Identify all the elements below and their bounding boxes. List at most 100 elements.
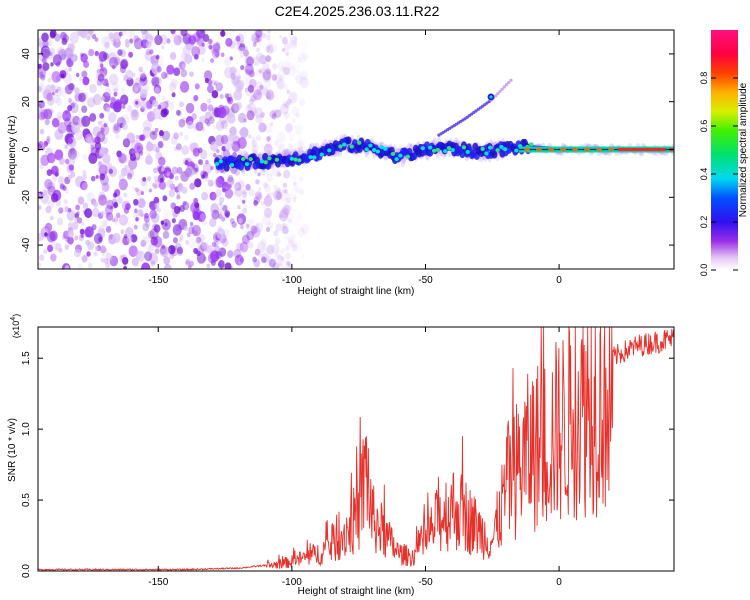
spectrogram-noise-blob: [98, 246, 102, 252]
spectrogram-noise-blob: [173, 34, 182, 46]
spectrogram-noise-blob: [220, 30, 226, 37]
spectrogram-track-highlight: [502, 147, 508, 152]
spectrogram-track-highlight: [218, 159, 223, 164]
spectrogram-track-highlight: [390, 151, 396, 156]
spectrogram-noise-blob: [299, 188, 305, 196]
spectrogram-noise-blob: [212, 152, 217, 158]
spectrogram-noise-blob: [42, 62, 50, 71]
spectrogram-noise-blob: [266, 55, 272, 63]
colorbar-label: Normalized spectral amplitude: [738, 82, 749, 217]
spectrogram-noise-blob: [38, 63, 42, 69]
spectrogram-noise-blob: [145, 148, 150, 155]
spectrogram-noise-blob: [105, 120, 109, 125]
spectrogram-noise-blob: [239, 257, 245, 263]
spectrogram-noise-blob: [86, 192, 95, 202]
spectrogram-noise-blob: [154, 127, 159, 133]
spectrogram-noise-blob: [86, 251, 91, 257]
spectrogram-track-peak: [584, 147, 591, 152]
spectrogram-noise-blob: [74, 130, 84, 141]
spectrogram-noise-blob: [273, 186, 281, 196]
spectrogram-x-label: Height of straight line (km): [298, 286, 415, 297]
spectrogram-noise-blob: [184, 239, 190, 246]
spectrogram-noise-blob: [42, 189, 48, 196]
spectrogram-noise-blob: [140, 88, 148, 99]
spectrogram-noise-blob: [88, 152, 98, 164]
spectrogram-track-highlight: [368, 143, 373, 148]
spectrogram-noise-blob: [265, 45, 271, 53]
spectrogram-noise-blob: [69, 102, 79, 114]
spectrogram-noise-blob: [108, 233, 114, 240]
spectrogram-noise-blob: [280, 247, 286, 254]
spectrogram-noise-blob: [80, 233, 84, 238]
spectrogram-noise-blob: [260, 67, 266, 75]
spectrogram-track: [214, 78, 674, 175]
spectrogram-noise-blob: [283, 83, 289, 91]
spectrogram-noise-blob: [176, 143, 182, 151]
spectrogram-noise-blob: [276, 188, 281, 194]
spectrogram-noise-blob: [239, 241, 249, 253]
spectrogram-noise-blob: [98, 236, 103, 242]
spectrogram-x-tick-label: -150: [148, 275, 168, 286]
spectrogram-track-highlight: [450, 147, 455, 152]
spectrogram-noise-blob: [277, 254, 283, 262]
spectrogram-noise-blob: [121, 122, 128, 131]
spectrogram-noise-blob: [83, 60, 90, 69]
spectrogram-noise-blob: [84, 208, 93, 219]
spectrogram-noise-blob: [106, 252, 113, 262]
spectrogram-noise-blob: [74, 212, 79, 218]
spectrogram-track-highlight: [461, 145, 467, 150]
spectrogram-noise-blob: [238, 130, 243, 135]
spectrogram-noise-blob: [245, 69, 250, 74]
spectrogram-noise-blob: [106, 199, 114, 210]
spectrogram-noise-blob: [215, 41, 221, 47]
spectrogram-noise-blob: [292, 126, 301, 137]
spectrogram-noise-blob: [280, 260, 290, 269]
spectrogram-noise-blob: [67, 148, 78, 160]
spectrogram-noise-blob: [114, 99, 122, 108]
spectrogram-noise-blob: [151, 182, 156, 187]
spectrogram-noise-blob: [106, 30, 111, 34]
spectrogram-noise-blob: [243, 118, 247, 123]
spectrogram-track-highlight: [514, 148, 519, 153]
spectrogram-noise-blob: [184, 168, 192, 178]
spectrogram-noise-blob: [156, 66, 162, 73]
spectrogram-noise-blob: [147, 243, 154, 252]
spectrogram-noise-blob: [206, 263, 211, 269]
spectrogram-track-highlight: [431, 148, 437, 153]
spectrogram-noise-blob: [122, 138, 131, 148]
spectrogram-noise-blob: [263, 207, 273, 218]
spectrogram-noise-blob: [257, 241, 267, 253]
spectrogram-noise-blob: [136, 188, 142, 197]
spectrogram-noise-blob: [40, 226, 50, 238]
spectrogram-noise-blob: [138, 198, 146, 209]
spectrogram-noise-blob: [42, 89, 51, 100]
spectrogram-track-highlight: [480, 146, 485, 151]
spectrogram-noise-blob: [153, 167, 158, 174]
spectrogram-noise-blob: [166, 248, 171, 253]
spectrogram-noise-blob: [188, 226, 195, 235]
spectrogram-noise-blob: [102, 52, 109, 60]
spectrogram-noise-blob: [147, 176, 152, 182]
spectrogram-noise-blob: [87, 262, 93, 269]
spectrogram-noise-blob: [113, 216, 119, 223]
spectrogram-noise-blob: [138, 66, 143, 73]
spectrogram-noise-blob: [113, 91, 118, 97]
spectrogram-noise-blob: [201, 241, 209, 252]
spectrogram-noise-blob: [166, 171, 171, 177]
spectrogram-noise-blob: [38, 262, 42, 268]
spectrogram-noise-blob: [122, 154, 130, 163]
spectrogram-noise-blob: [38, 232, 44, 242]
spectrogram-noise-blob: [275, 223, 282, 232]
spectrogram-noise-blob: [104, 182, 112, 192]
spectrogram-noise-blob: [273, 30, 278, 34]
spectrogram-noise-blob: [266, 44, 274, 54]
spectrogram-noise-blob: [69, 32, 79, 44]
spectrogram-noise-blob: [264, 123, 273, 134]
spectrogram-noise-blob: [156, 165, 162, 172]
spectrogram-noise-blob: [52, 94, 61, 104]
spectrogram-noise-blob: [201, 42, 205, 47]
spectrogram-noise-blob: [38, 110, 42, 117]
spectrogram-noise-blob: [142, 176, 147, 182]
spectrogram-noise-blob: [160, 166, 165, 172]
